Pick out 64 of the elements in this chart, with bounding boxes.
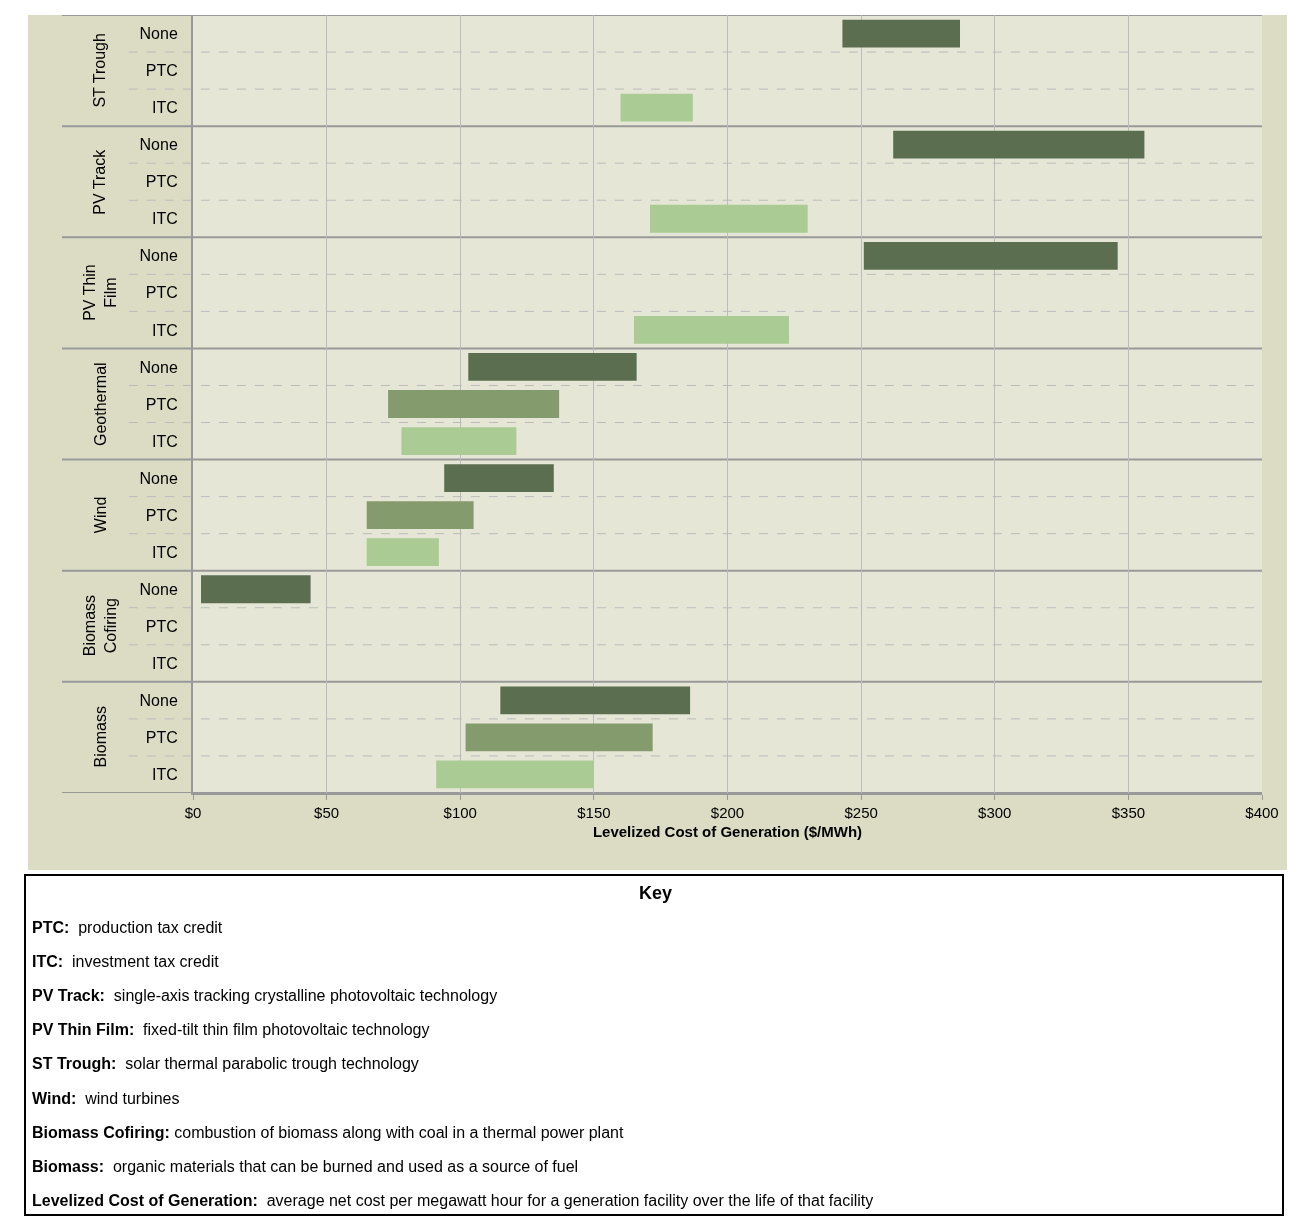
- text: Biomass: organic materials that can be burned and used as a source of fuel: [32, 1158, 579, 1175]
- text: Wind: wind turbines: [32, 1090, 180, 1107]
- text: PV Thin Film: [81, 264, 119, 321]
- text: PTC: production tax credit: [32, 919, 223, 936]
- y-tick-label: None: [139, 136, 178, 154]
- bar: [388, 390, 560, 418]
- text: PV Thin Film: fixed-tilt thin film photovoltaic technology: [32, 1021, 430, 1038]
- y-tick-label: PTC: [145, 395, 178, 413]
- x-tick-label: $50: [314, 804, 340, 821]
- bar: [444, 464, 554, 492]
- bar: [620, 93, 693, 122]
- bar: [366, 501, 474, 530]
- text: ST Trough: [91, 33, 109, 108]
- y-tick-label: None: [139, 691, 178, 709]
- bar: [893, 130, 1145, 159]
- y-tick-label: ITC: [152, 321, 178, 339]
- text: ITC: investment tax credit: [32, 953, 220, 970]
- y-tick-label: None: [139, 469, 178, 487]
- bar: [842, 19, 961, 48]
- y-tick-label: None: [139, 358, 178, 376]
- bar: [436, 760, 594, 789]
- y-tick-label: ITC: [152, 766, 178, 784]
- x-tick-label: $250: [844, 804, 878, 821]
- y-tick-label: None: [139, 580, 178, 598]
- text: Biomass: [91, 706, 109, 768]
- x-tick-label: $400: [1245, 804, 1279, 821]
- bar: [366, 538, 439, 567]
- text: Wind: [91, 496, 109, 534]
- y-tick-label: PTC: [145, 173, 178, 191]
- y-tick-label: ITC: [152, 210, 178, 228]
- y-tick-label: ITC: [152, 432, 178, 450]
- text: Key: [639, 883, 673, 903]
- y-tick-label: ITC: [152, 654, 178, 672]
- bar: [650, 204, 808, 233]
- y-tick-label: ITC: [152, 99, 178, 117]
- x-tick-label: $300: [978, 804, 1012, 821]
- y-tick-label: PTC: [145, 506, 178, 524]
- x-tick-label: $100: [443, 804, 477, 821]
- x-axis-title: Levelized Cost of Generation ($/MWh): [592, 822, 863, 840]
- bar: [401, 427, 517, 455]
- text: Biomass Cofiring: [80, 594, 119, 657]
- y-tick-label: PTC: [145, 62, 178, 80]
- y-tick-label: PTC: [145, 284, 178, 302]
- y-tick-label: None: [139, 247, 178, 265]
- y-tick-label: PTC: [145, 729, 178, 747]
- bar: [465, 723, 653, 752]
- text: Biomass Cofiring: combustion of biomass along with coal in a thermal power plant: [32, 1124, 624, 1141]
- y-tick-label: PTC: [145, 617, 178, 635]
- x-tick-label: $150: [577, 804, 611, 821]
- text: Levelized Cost of Generation: average net cost per megawatt hour for a generation facility over the life of that facility: [32, 1192, 874, 1209]
- x-tick-label: $0: [184, 804, 202, 821]
- x-tick-label: $350: [1111, 804, 1146, 821]
- bar: [863, 241, 1118, 270]
- text: PV Track: single-axis tracking crystalline photovoltaic technology: [32, 987, 498, 1004]
- y-tick-label: None: [139, 25, 178, 43]
- y-tick-label: ITC: [152, 543, 178, 561]
- x-tick-label: $200: [710, 804, 745, 821]
- text: PV Track: [91, 148, 109, 215]
- bar: [201, 575, 311, 604]
- bar: [633, 316, 789, 344]
- bar: [500, 686, 691, 715]
- bar: [468, 353, 637, 381]
- text: ST Trough: solar thermal parabolic trough technology: [32, 1055, 419, 1072]
- text: Geothermal: [92, 362, 109, 446]
